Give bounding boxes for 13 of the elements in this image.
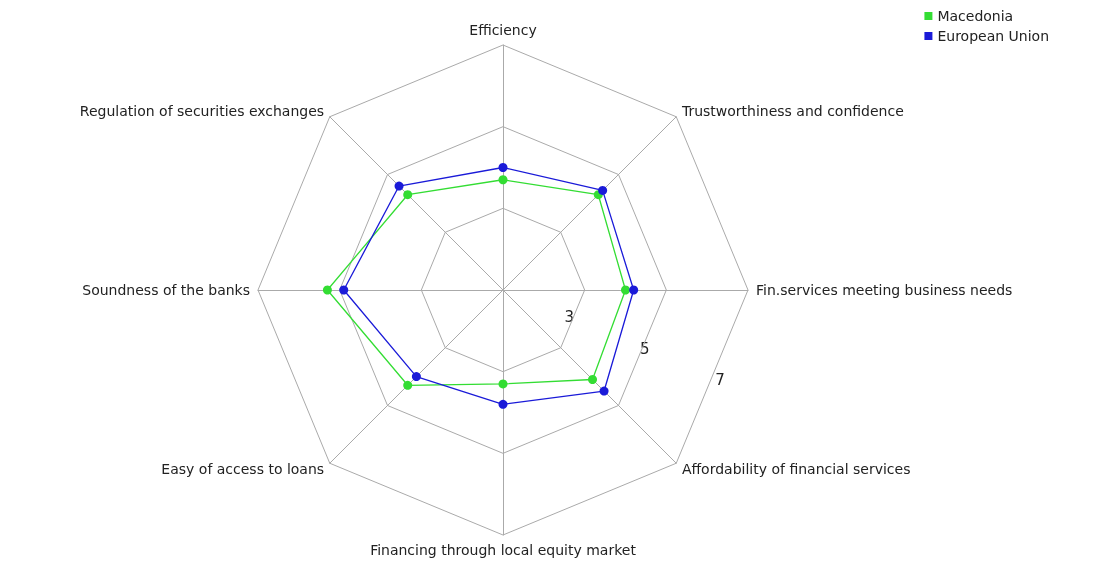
spoke-label: Fin.services meeting business needs bbox=[756, 282, 1013, 298]
legend-label: European Union bbox=[937, 28, 1050, 44]
spoke-label: Financing through local equity market bbox=[370, 542, 637, 558]
y-tick-label: 5 bbox=[639, 339, 650, 358]
y-tick-label: 7 bbox=[715, 370, 725, 389]
spoke-label: Regulation of securities exchanges bbox=[79, 103, 325, 120]
spoke-label: Easy of access to loans bbox=[161, 460, 325, 477]
legend-label: Macedonia bbox=[937, 8, 1014, 24]
spoke-label: Efficiency bbox=[469, 22, 537, 38]
spoke-label: Affordability of financial services bbox=[681, 460, 911, 477]
spoke-label: Trustworthiness and confidence bbox=[680, 103, 904, 120]
spoke-label: Soundness of the banks bbox=[82, 282, 250, 298]
y-tick-label: 3 bbox=[564, 308, 574, 327]
